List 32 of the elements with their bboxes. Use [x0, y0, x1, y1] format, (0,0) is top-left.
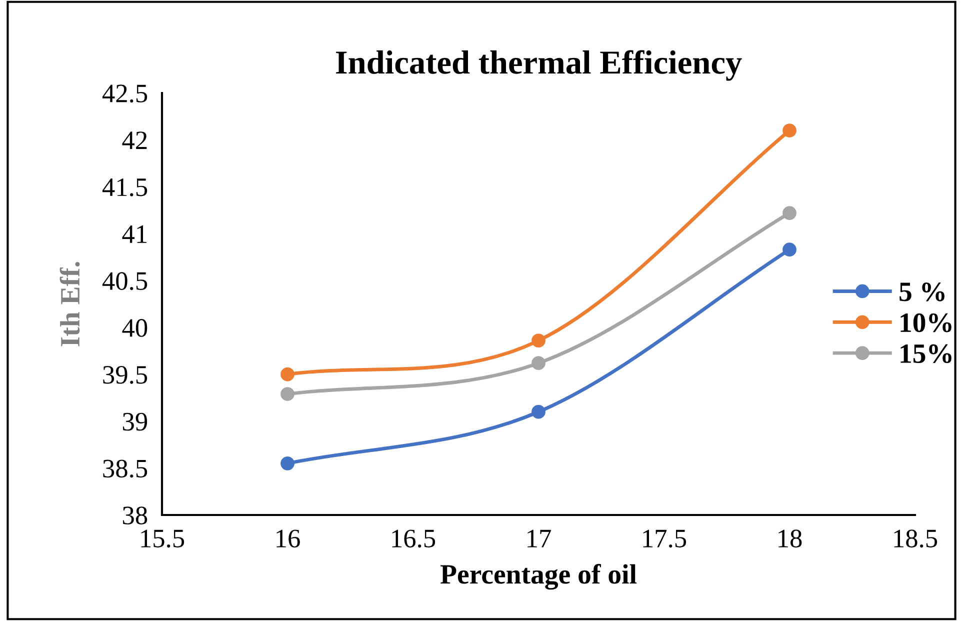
point — [280, 367, 294, 382]
legend-label: 10% — [900, 313, 952, 332]
x-axis-title: Percentage of oil — [440, 564, 637, 590]
y-tick-label: 42 — [122, 132, 147, 150]
point — [782, 242, 796, 257]
chart-title: Indicated thermal Efficiency — [336, 50, 742, 81]
y-tick-label: 38.5 — [103, 460, 148, 478]
point — [280, 387, 294, 401]
point — [532, 334, 546, 348]
y-tick-label: 42.5 — [102, 84, 148, 103]
y-tick-label: 41 — [122, 225, 147, 243]
x-tick-label: 15.5 — [141, 530, 184, 548]
x-tick-label: 18 — [778, 530, 802, 548]
point — [532, 356, 546, 370]
point — [782, 206, 796, 220]
x-tick-label: 16.5 — [392, 530, 436, 548]
x-tick-label: 16 — [276, 530, 300, 548]
y-tick-label: 39.5 — [103, 366, 148, 384]
y-tick-label: 39 — [122, 412, 148, 431]
y-tick-label: 40.5 — [102, 272, 148, 290]
x-tick-label: 18.5 — [894, 530, 938, 548]
legend-label: 5 % — [900, 282, 944, 302]
x-tick-label: 17 — [528, 530, 551, 548]
x-tick-label: 17.5 — [643, 530, 686, 548]
point — [280, 456, 294, 470]
legend-label: 15% — [900, 344, 952, 364]
y-axis-title: Ith Eff. — [60, 262, 80, 346]
point — [782, 124, 796, 138]
y-tick-label: 38 — [122, 506, 148, 524]
point — [532, 404, 546, 419]
y-tick-label: 41.5 — [102, 178, 148, 196]
y-tick-label: 40 — [122, 319, 148, 337]
